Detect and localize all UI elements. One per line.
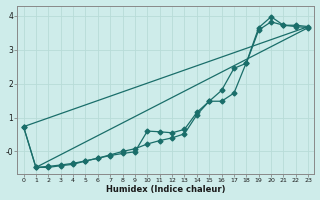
X-axis label: Humidex (Indice chaleur): Humidex (Indice chaleur) [106, 185, 226, 194]
